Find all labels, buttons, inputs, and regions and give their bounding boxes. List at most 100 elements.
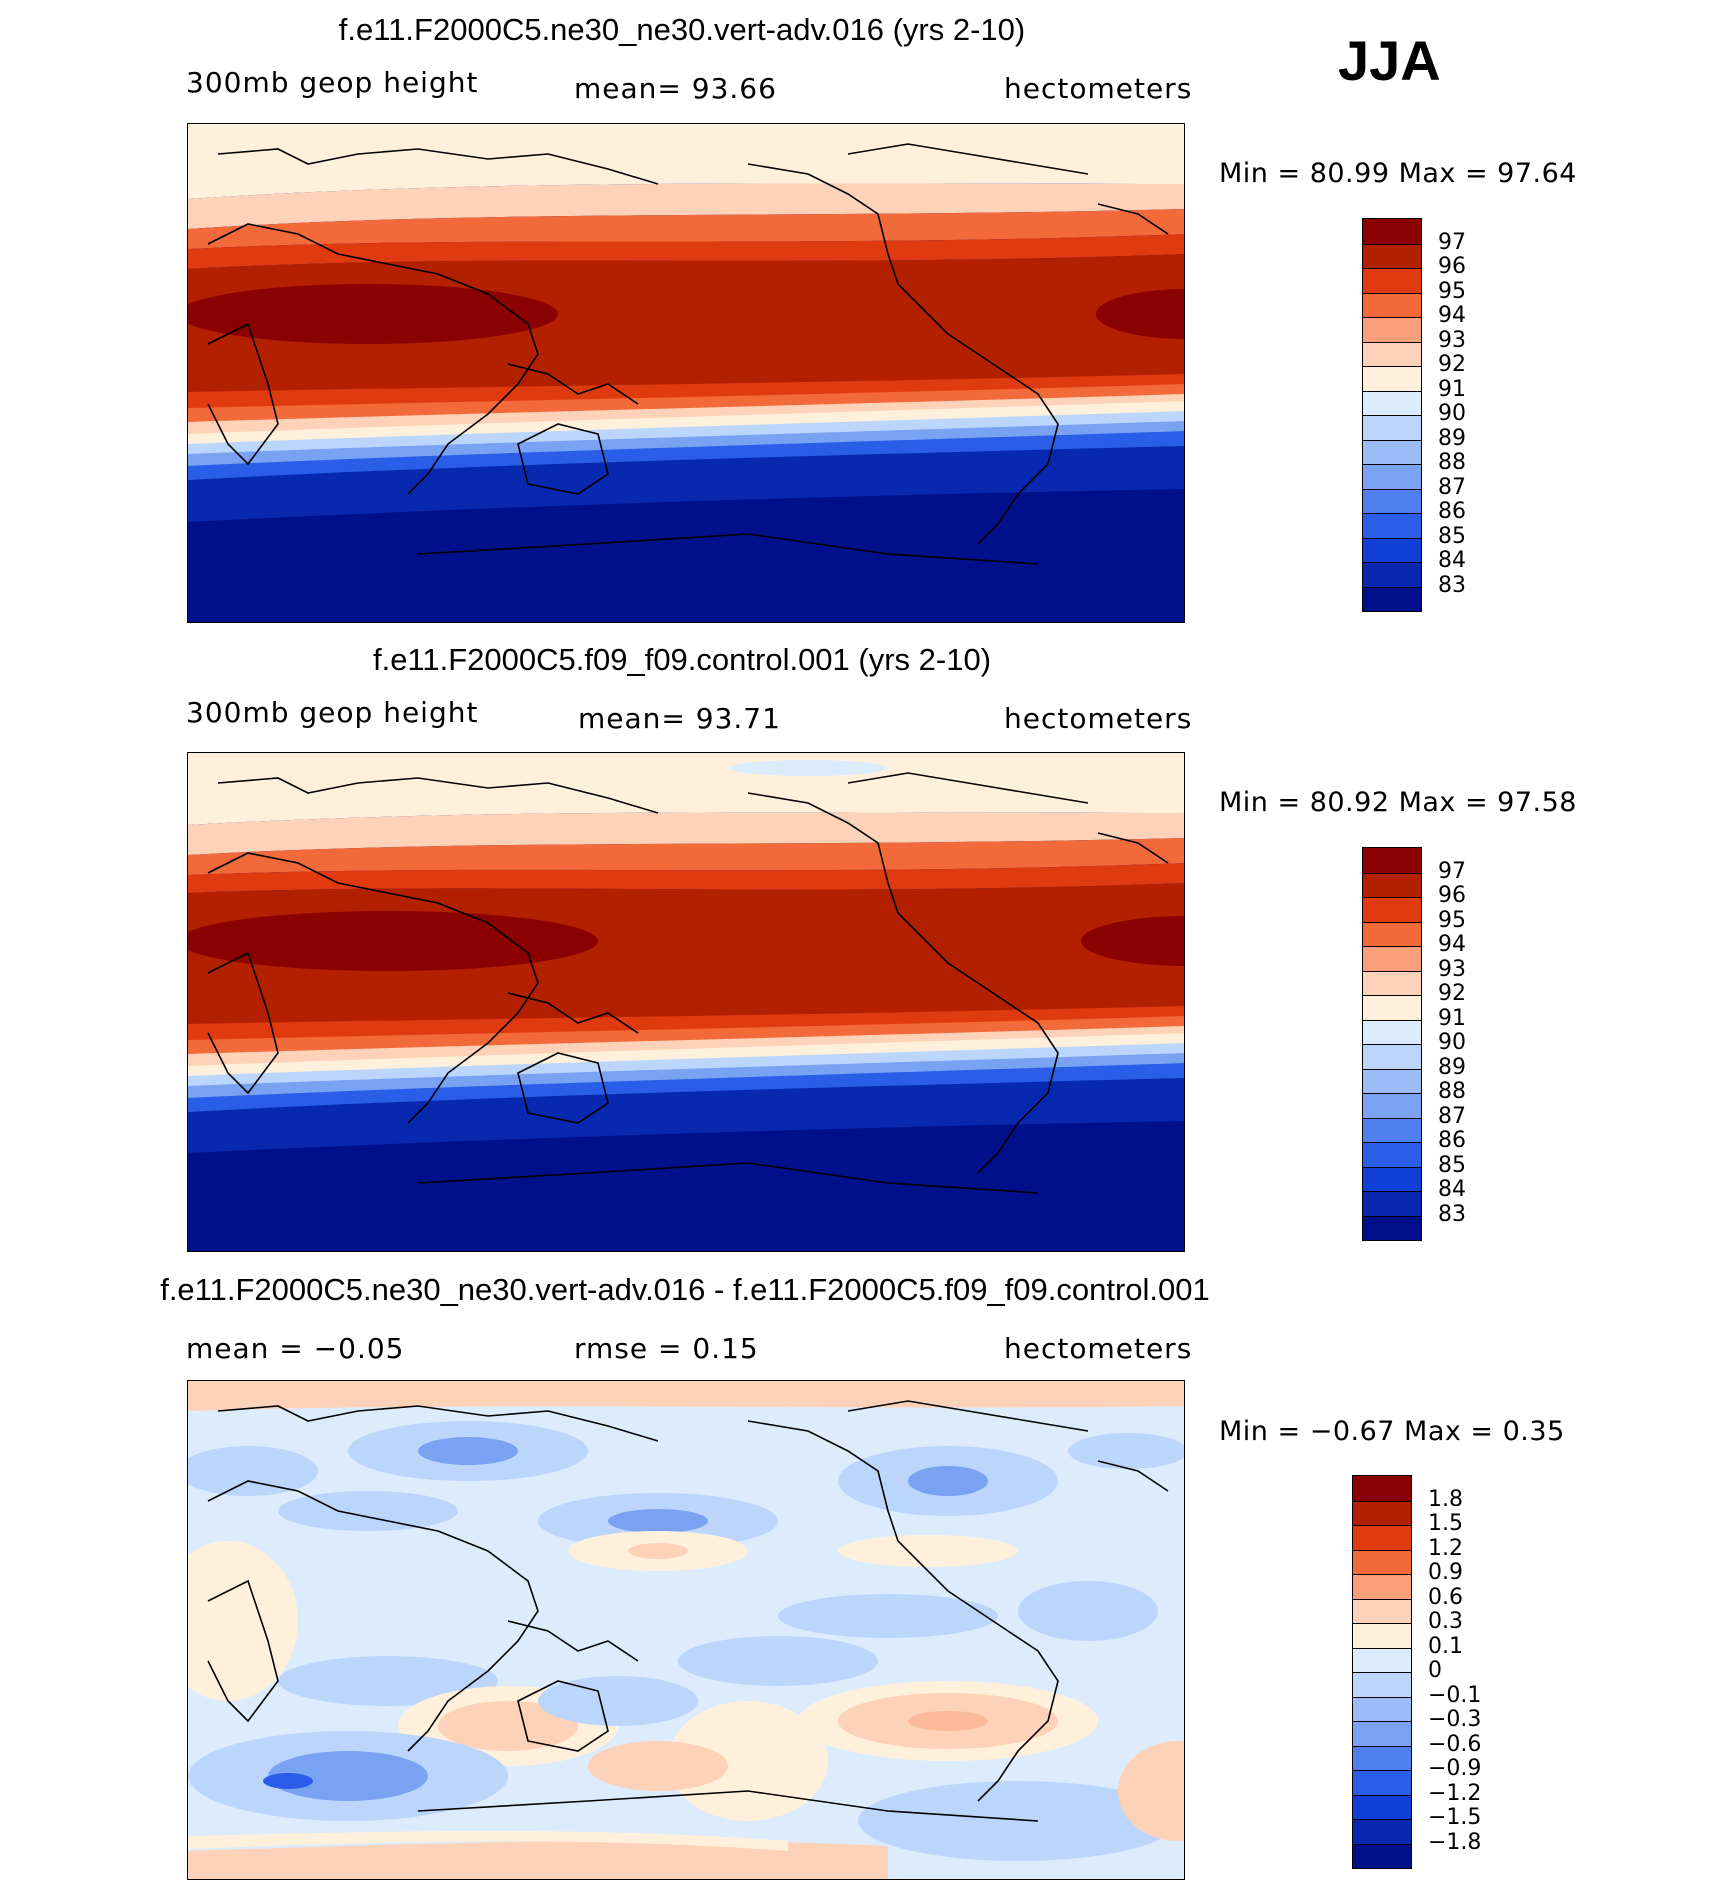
panel-1-colorbar-swatch (1363, 219, 1421, 244)
panel-2-colorbar-tick-label: 86 (1438, 1128, 1466, 1153)
panel-2-colorbar-swatch (1363, 1093, 1421, 1118)
panel-2-minmax: Min = 80.92 Max = 97.58 (1219, 787, 1577, 818)
panel-1-colorbar-swatch (1363, 268, 1421, 293)
panel-3-colorbar-tick-label: 0.1 (1428, 1633, 1463, 1659)
panel-1-colorbar-tick-label: 85 (1438, 523, 1466, 549)
panel-2-colorbar-swatch (1363, 1166, 1421, 1191)
panel-1-colorbar-swatch (1363, 243, 1421, 268)
panel-2-colorbar-tick-label: 93 (1438, 956, 1466, 982)
panel-3-colorbar-tick-label: 0.6 (1428, 1584, 1463, 1610)
panel-2-units-label: hectometers (1004, 702, 1193, 735)
panel-3-colorbar-tick-label: −0.3 (1428, 1707, 1482, 1732)
panel-1-colorbar-swatch (1363, 292, 1421, 317)
panel-3-colorbar-swatch (1353, 1525, 1411, 1550)
panel-3-colorbar-swatch (1353, 1598, 1411, 1623)
panel-1-colorbar-swatch (1363, 464, 1421, 489)
panel-3-colorbar-swatch (1353, 1696, 1411, 1721)
panel-3-colorbar-swatch (1353, 1623, 1411, 1648)
panel-2-colorbar-swatch (1363, 921, 1421, 946)
panel-2-colorbar-swatch (1363, 995, 1421, 1020)
panel-1-colorbar-tick-label: 96 (1438, 254, 1466, 279)
panel-3-colorbar-swatch (1353, 1476, 1411, 1501)
panel-2-colorbar-swatch (1363, 1117, 1421, 1142)
panel-1-units-label: hectometers (1004, 72, 1193, 105)
panel-1-colorbar-swatch (1363, 366, 1421, 391)
panel-2-mean-label: mean= 93.71 (578, 702, 781, 735)
panel-2-colorbar-tick-label: 92 (1438, 981, 1466, 1006)
panel-3-colorbar-swatch (1353, 1574, 1411, 1599)
panel-3-units-label: hectometers (1004, 1332, 1193, 1365)
panel-3-colorbar-swatch (1353, 1672, 1411, 1697)
panel-2-colorbar-tick-label: 90 (1438, 1030, 1466, 1055)
panel-2-colorbar-tick-label: 97 (1438, 858, 1466, 884)
panel-3-minmax: Min = −0.67 Max = 0.35 (1219, 1416, 1565, 1447)
panel-1-colorbar-tick-label: 84 (1438, 548, 1466, 573)
panel-1-colorbar-swatch (1363, 415, 1421, 440)
panel-2-variable-label: 300mb geop height (186, 696, 479, 729)
panel-2-colorbar (1362, 847, 1422, 1241)
panel-2-colorbar-tick-label: 83 (1438, 1201, 1466, 1227)
panel-2-colorbar-swatch (1363, 897, 1421, 922)
panel-1-colorbar-swatch (1363, 488, 1421, 513)
panel-3-colorbar-tick-label: 0.3 (1428, 1609, 1463, 1634)
panel-3-colorbar-swatch (1353, 1647, 1411, 1672)
panel-1-colorbar-swatch (1363, 586, 1421, 611)
panel-3-colorbar-tick-label: −1.5 (1428, 1805, 1482, 1830)
panel-2-colorbar-tick-label: 84 (1438, 1177, 1466, 1202)
panel-3-colorbar (1352, 1475, 1412, 1869)
season-label: JJA (1338, 29, 1441, 92)
panel-1-minmax: Min = 80.99 Max = 97.64 (1219, 158, 1577, 189)
panel-3-colorbar-swatch (1353, 1549, 1411, 1574)
panel-2-colorbar-tick-label: 89 (1438, 1054, 1466, 1080)
panel-3-colorbar-swatch (1353, 1794, 1411, 1819)
panel-2-title: f.e11.F2000C5.f09_f09.control.001 (yrs 2… (372, 642, 992, 677)
panel-1-colorbar-swatch (1363, 562, 1421, 587)
panel-2-colorbar-swatch (1363, 970, 1421, 995)
panel-1-colorbar-tick-label: 89 (1438, 425, 1466, 451)
panel-1-colorbar-swatch (1363, 341, 1421, 366)
panel-1-colorbar-swatch (1363, 439, 1421, 464)
panel-1-title: f.e11.F2000C5.ne30_ne30.vert-adv.016 (yr… (338, 12, 1026, 47)
panel-3-colorbar-swatch (1353, 1745, 1411, 1770)
panel-1-colorbar-tick-label: 86 (1438, 499, 1466, 524)
panel-2-colorbar-swatch (1363, 872, 1421, 897)
panel-1-colorbar-tick-label: 93 (1438, 327, 1466, 353)
panel-2-colorbar-tick-label: 96 (1438, 883, 1466, 908)
panel-3-colorbar-tick-label: 1.5 (1428, 1511, 1463, 1536)
panel-3-colorbar-tick-label: −1.2 (1428, 1780, 1482, 1806)
panel-3-colorbar-swatch (1353, 1819, 1411, 1844)
panel-2-colorbar-tick-label: 91 (1438, 1005, 1466, 1031)
panel-3-colorbar-swatch (1353, 1500, 1411, 1525)
panel-1-colorbar-swatch (1363, 513, 1421, 538)
panel-1-colorbar-tick-label: 88 (1438, 450, 1466, 475)
panel-3-mean-label: mean = −0.05 (186, 1332, 405, 1365)
panel-2-map (187, 752, 1185, 1252)
panel-1-colorbar-tick-label: 94 (1438, 303, 1466, 328)
panel-2-colorbar-swatch (1363, 848, 1421, 873)
panel-3-title: f.e11.F2000C5.ne30_ne30.vert-adv.016 - f… (160, 1272, 1210, 1307)
panel-2-colorbar-swatch (1363, 1215, 1421, 1240)
panel-3-colorbar-tick-label: 0.9 (1428, 1560, 1463, 1585)
panel-3-colorbar-tick-label: 1.2 (1428, 1535, 1463, 1561)
panel-1-colorbar-swatch (1363, 537, 1421, 562)
panel-3-rmse-label: rmse = 0.15 (574, 1332, 759, 1365)
panel-2-colorbar-tick-label: 94 (1438, 932, 1466, 957)
panel-1-colorbar-tick-label: 91 (1438, 376, 1466, 402)
panel-1-colorbar-swatch (1363, 390, 1421, 415)
panel-1-variable-label: 300mb geop height (186, 66, 479, 99)
panel-2-colorbar-swatch (1363, 1191, 1421, 1216)
panel-2-colorbar-swatch (1363, 1044, 1421, 1069)
panel-3-colorbar-swatch (1353, 1721, 1411, 1746)
panel-3-colorbar-tick-label: −1.8 (1428, 1829, 1482, 1855)
panel-3-colorbar-tick-label: 0 (1428, 1658, 1442, 1683)
panel-1-field (188, 124, 1184, 622)
panel-2-colorbar-swatch (1363, 946, 1421, 971)
panel-3-colorbar-swatch (1353, 1843, 1411, 1868)
panel-2-colorbar-swatch (1363, 1142, 1421, 1167)
panel-1-colorbar (1362, 218, 1422, 612)
panel-1-map (187, 123, 1185, 623)
panel-3-colorbar-tick-label: −0.9 (1428, 1756, 1482, 1781)
panel-3-colorbar-swatch (1353, 1770, 1411, 1795)
panel-1-colorbar-tick-label: 95 (1438, 278, 1466, 304)
panel-3-colorbar-tick-label: 1.8 (1428, 1486, 1463, 1512)
